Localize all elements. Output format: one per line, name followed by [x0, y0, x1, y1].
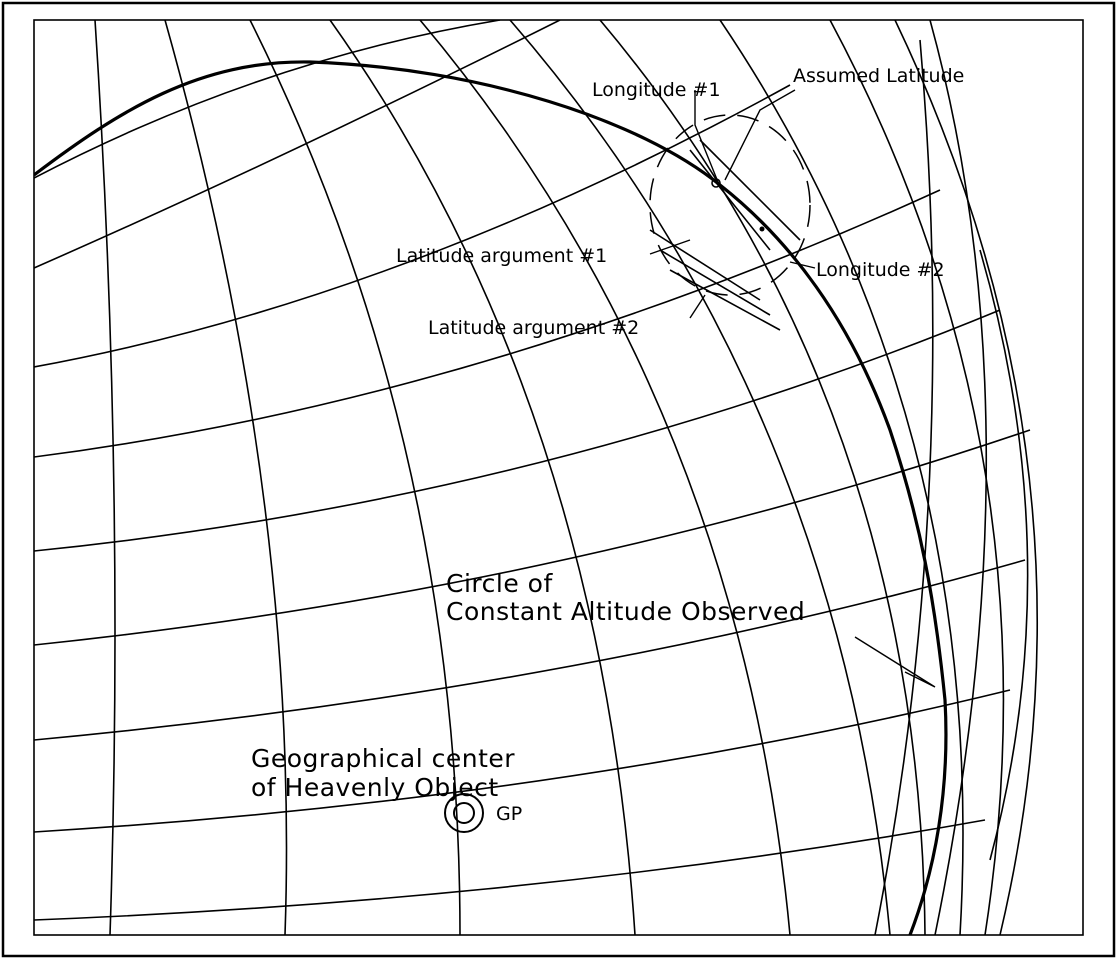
label-gp-description-line-1: Geographical center [251, 744, 515, 773]
label-latitude-argument-2: Latitude argument #2 [428, 317, 639, 339]
leader-lines [649, 89, 936, 688]
longitude-grid-lines [94, 20, 1038, 935]
meridian-line [94, 20, 116, 935]
meridian-line [599, 20, 926, 935]
label-gp-description-line-2: of Heavenly Object [251, 773, 499, 802]
gp-inner-ring [453, 802, 475, 824]
leader-circle-of-constant-altitude [854, 636, 936, 688]
leader-longitude-2 [789, 261, 816, 269]
parallel-line [34, 559, 1026, 741]
parallel-line [34, 309, 1001, 552]
meridian-line [329, 20, 636, 935]
label-circle-line-1: Circle of [446, 569, 553, 598]
parallel-line [34, 429, 1031, 646]
meridian-line [829, 20, 1005, 935]
parallel-line [34, 20, 501, 179]
leader-assumed-latitude [724, 89, 796, 181]
assumed-position-marker [711, 178, 721, 188]
label-longitude-1: Longitude #1 [592, 79, 721, 101]
gp-marker [444, 793, 484, 833]
label-gp: GP [496, 803, 522, 825]
intersection-marker [759, 226, 765, 232]
meridian-line [719, 20, 964, 935]
gp-outer-ring [444, 793, 484, 833]
meridian-line [894, 20, 1038, 935]
parallel-line [34, 189, 941, 458]
parallel-line [34, 20, 561, 269]
circle-of-constant-altitude [34, 60, 948, 935]
meridian-line [979, 249, 1029, 861]
parallel-line [34, 689, 1011, 833]
parallel-line [34, 84, 791, 368]
label-longitude-2: Longitude #2 [816, 259, 945, 281]
meridian-line [164, 20, 288, 935]
latitude-grid-lines [34, 20, 1031, 921]
label-latitude-argument-1: Latitude argument #1 [396, 245, 607, 267]
assumed-position-dashed-circle [649, 114, 811, 296]
parallel-line [34, 819, 986, 921]
intersection-ticks [649, 139, 801, 331]
meridian-line [419, 20, 791, 935]
leader-longitude-1 [694, 90, 719, 183]
label-circle-line-2: Constant Altitude Observed [446, 597, 805, 626]
label-assumed-latitude: Assumed Latitude [793, 65, 964, 87]
meridian-line [249, 20, 461, 935]
leader-latitude-argument-1 [649, 239, 691, 255]
meridian-line [929, 20, 988, 935]
meridian-line [874, 39, 934, 935]
meridian-line [509, 20, 891, 935]
map-frame [33, 19, 1084, 936]
leader-latitude-argument-2 [689, 294, 706, 319]
